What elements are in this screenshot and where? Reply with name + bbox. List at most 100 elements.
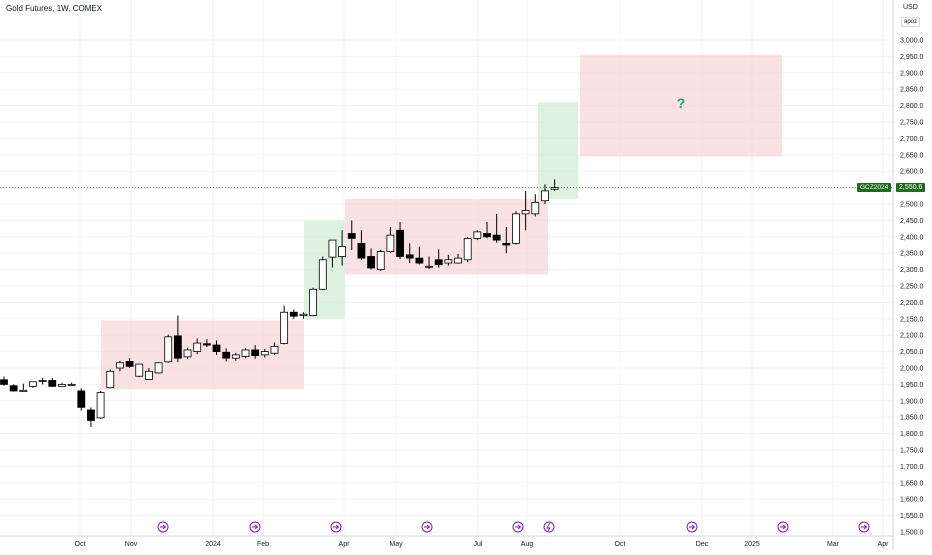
time-tick-label: May <box>389 541 403 548</box>
price-tick-label: 2,850.0 <box>900 87 923 94</box>
candle-up[interactable] <box>260 351 269 356</box>
price-tick-label: 2,000.0 <box>900 366 923 373</box>
zone-range <box>101 320 304 390</box>
candle-up[interactable] <box>231 354 240 359</box>
arrow-right-icon <box>780 524 787 530</box>
price-tick-label: 2,050.0 <box>900 349 923 356</box>
time-tick-label: Apr <box>878 541 890 548</box>
candle-up[interactable] <box>116 362 124 369</box>
candle-down[interactable] <box>347 233 356 239</box>
candle-up[interactable] <box>19 389 28 393</box>
candle-down[interactable] <box>0 379 8 385</box>
price-tick-label: 2,250.0 <box>900 284 923 291</box>
price-tick-label: 2,600.0 <box>900 169 923 176</box>
candle-up[interactable] <box>454 257 462 264</box>
price-tick-label: 1,800.0 <box>900 431 923 438</box>
arrow-right-icon <box>861 524 868 530</box>
candle-up[interactable] <box>67 383 76 386</box>
price-tick-label: 2,500.0 <box>900 202 923 209</box>
candle-up[interactable] <box>386 234 395 252</box>
candle-up[interactable] <box>444 259 453 264</box>
candle-up[interactable] <box>58 383 66 387</box>
candle-down[interactable] <box>48 380 57 387</box>
price-tick-label: 1,950.0 <box>900 382 923 389</box>
price-tick-label: 2,950.0 <box>900 54 923 61</box>
user-tag[interactable]: apoz <box>901 17 921 27</box>
price-tick-label: 2,400.0 <box>900 234 923 241</box>
candle-down[interactable] <box>405 254 414 259</box>
chart-title: Gold Futures, 1W, COMEX <box>6 4 103 13</box>
price-tick-label: 2,100.0 <box>900 333 923 340</box>
candle-up[interactable] <box>38 380 47 382</box>
candle-up[interactable] <box>463 238 472 261</box>
time-tick-label: Aug <box>521 541 534 548</box>
candle-down[interactable] <box>483 233 491 238</box>
arrow-right-icon <box>252 524 259 530</box>
candle-up[interactable] <box>541 190 549 202</box>
candle-down[interactable] <box>222 351 231 359</box>
candle-down[interactable] <box>251 349 260 356</box>
candle-up[interactable] <box>241 349 250 357</box>
candle-down[interactable] <box>202 343 211 346</box>
candle-down[interactable] <box>357 242 366 259</box>
price-tick-label: 2,650.0 <box>900 152 923 159</box>
ticker-tag: GCZ2024 <box>857 183 892 192</box>
candle-down[interactable] <box>212 344 221 353</box>
candle-up[interactable] <box>154 362 163 374</box>
dividend-event-icon[interactable] <box>543 521 555 533</box>
candle-up[interactable] <box>473 231 482 239</box>
candle-up[interactable] <box>135 363 144 377</box>
candle-down[interactable] <box>9 385 18 392</box>
price-tick-label: 1,850.0 <box>900 415 923 422</box>
price-tick-label: 1,650.0 <box>900 480 923 487</box>
candle-down[interactable] <box>502 242 511 246</box>
candle-up[interactable] <box>29 381 37 387</box>
candle-up[interactable] <box>96 392 105 419</box>
arrow-right-icon <box>515 524 522 530</box>
candle-down[interactable] <box>434 259 443 266</box>
candle-up[interactable] <box>280 311 289 344</box>
price-tick-label: 2,450.0 <box>900 218 923 225</box>
candle-down[interactable] <box>396 229 404 257</box>
time-tick-label: Feb <box>257 541 269 548</box>
candle-up[interactable] <box>521 210 530 215</box>
candle-up[interactable] <box>512 213 520 244</box>
candle-up[interactable] <box>309 288 318 316</box>
price-tick-label: 2,200.0 <box>900 300 923 307</box>
candle-down[interactable] <box>492 234 501 241</box>
arrow-right-icon <box>160 524 167 530</box>
price-tick-label: 1,750.0 <box>900 448 923 455</box>
candle-up[interactable] <box>193 342 202 352</box>
time-tick-label: Mar <box>827 541 840 548</box>
candle-up[interactable] <box>164 336 173 363</box>
candle-down[interactable] <box>173 335 182 359</box>
candle-up[interactable] <box>425 265 433 268</box>
candle-down[interactable] <box>367 256 375 269</box>
price-tick-label: 3,000.0 <box>900 38 923 45</box>
time-tick-label: Oct <box>75 541 86 548</box>
candle-down[interactable] <box>289 311 298 317</box>
candle-up[interactable] <box>144 370 153 380</box>
candle-up[interactable] <box>106 370 115 389</box>
candle-down[interactable] <box>125 361 134 367</box>
candle-up[interactable] <box>376 251 385 270</box>
candle-up[interactable] <box>328 239 337 258</box>
candle-down[interactable] <box>87 409 95 421</box>
candle-up[interactable] <box>299 313 308 316</box>
candle-up[interactable] <box>318 259 327 290</box>
candle-up[interactable] <box>531 201 540 215</box>
candle-up[interactable] <box>338 246 347 257</box>
candle-down[interactable] <box>415 257 424 264</box>
time-tick-label: Dec <box>696 541 709 548</box>
candle-down[interactable] <box>77 390 86 408</box>
price-tick-label: 1,500.0 <box>900 530 923 537</box>
price-tick-label: 1,700.0 <box>900 464 923 471</box>
candle-up[interactable] <box>183 349 192 358</box>
price-tick-label: 2,900.0 <box>900 70 923 77</box>
candle-up[interactable] <box>270 345 279 354</box>
candle-up[interactable] <box>550 187 559 190</box>
currency-label[interactable]: USD <box>903 4 918 11</box>
price-tick-label: 1,900.0 <box>900 398 923 405</box>
